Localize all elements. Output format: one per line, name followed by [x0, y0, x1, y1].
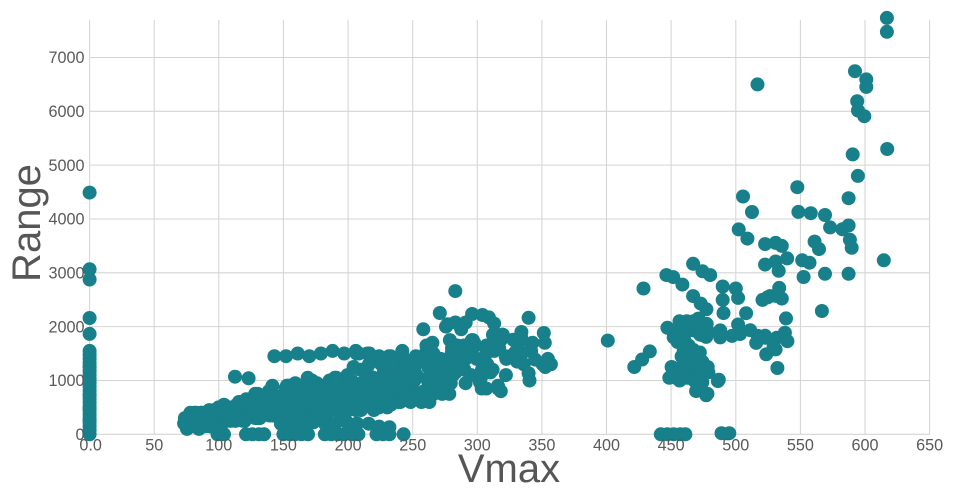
svg-text:650: 650	[916, 437, 943, 455]
svg-text:100: 100	[205, 437, 232, 455]
svg-text:6000: 6000	[48, 103, 84, 121]
svg-text:400: 400	[593, 437, 620, 455]
svg-text:2000: 2000	[48, 318, 84, 336]
svg-text:450: 450	[658, 437, 685, 455]
svg-text:0: 0	[75, 426, 84, 444]
svg-text:300: 300	[464, 437, 491, 455]
svg-text:550: 550	[787, 437, 814, 455]
svg-text:50: 50	[145, 437, 163, 455]
svg-text:4000: 4000	[48, 211, 84, 229]
svg-text:5000: 5000	[48, 157, 84, 175]
svg-text:250: 250	[399, 437, 426, 455]
svg-text:200: 200	[335, 437, 362, 455]
svg-text:0.0: 0.0	[79, 437, 102, 455]
svg-text:1000: 1000	[48, 372, 84, 390]
svg-text:150: 150	[270, 437, 297, 455]
svg-text:Range: Range	[5, 164, 49, 282]
svg-text:7000: 7000	[48, 49, 84, 67]
svg-text:350: 350	[528, 437, 555, 455]
svg-text:500: 500	[722, 437, 749, 455]
svg-text:3000: 3000	[48, 265, 84, 283]
svg-text:Vmax: Vmax	[458, 447, 560, 491]
svg-text:600: 600	[851, 437, 878, 455]
